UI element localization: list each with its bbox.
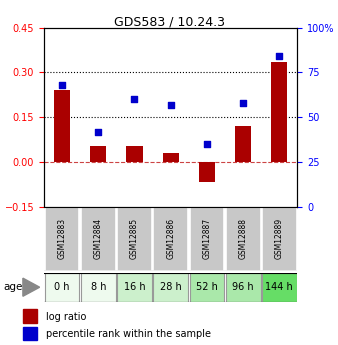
Bar (190, 273, 224, 302)
Point (132, 97, 137, 102)
Bar (117, 273, 152, 302)
Bar (23, 327, 37, 340)
Text: GSM12884: GSM12884 (94, 218, 103, 259)
Text: percentile rank within the sample: percentile rank within the sample (46, 329, 212, 339)
Text: log ratio: log ratio (46, 312, 87, 322)
Bar (81, 207, 116, 271)
Text: GDS583 / 10.24.3: GDS583 / 10.24.3 (114, 16, 224, 29)
Bar (153, 273, 188, 302)
Bar (90, 146, 106, 162)
Text: age: age (3, 282, 23, 292)
Text: GSM12887: GSM12887 (202, 218, 211, 259)
Text: GSM12883: GSM12883 (57, 218, 67, 259)
Text: GSM12888: GSM12888 (239, 218, 248, 259)
Point (240, 100, 246, 106)
Bar (45, 207, 79, 271)
Bar (163, 153, 179, 162)
Bar (235, 126, 251, 162)
Point (276, 53, 282, 59)
Polygon shape (23, 278, 40, 296)
Bar (117, 207, 152, 271)
Text: 96 h: 96 h (232, 282, 254, 292)
Bar (81, 273, 116, 302)
Bar (226, 207, 261, 271)
Bar (226, 273, 261, 302)
Bar (199, 162, 215, 181)
Bar (262, 273, 297, 302)
Bar (153, 207, 188, 271)
Text: 144 h: 144 h (265, 282, 293, 292)
Bar (45, 273, 79, 302)
Text: 8 h: 8 h (91, 282, 106, 292)
Bar (271, 62, 288, 162)
Text: GSM12885: GSM12885 (130, 218, 139, 259)
Bar (190, 207, 224, 271)
Text: 16 h: 16 h (124, 282, 145, 292)
Text: 0 h: 0 h (54, 282, 70, 292)
Point (168, 102, 173, 108)
Bar (23, 309, 37, 323)
Text: 28 h: 28 h (160, 282, 182, 292)
Text: GSM12889: GSM12889 (275, 218, 284, 259)
Text: GSM12886: GSM12886 (166, 218, 175, 259)
Text: 52 h: 52 h (196, 282, 218, 292)
Point (96, 129, 101, 135)
Point (204, 141, 210, 147)
Bar (126, 146, 143, 162)
Point (59, 82, 65, 88)
Bar (54, 90, 70, 162)
Bar (262, 207, 297, 271)
